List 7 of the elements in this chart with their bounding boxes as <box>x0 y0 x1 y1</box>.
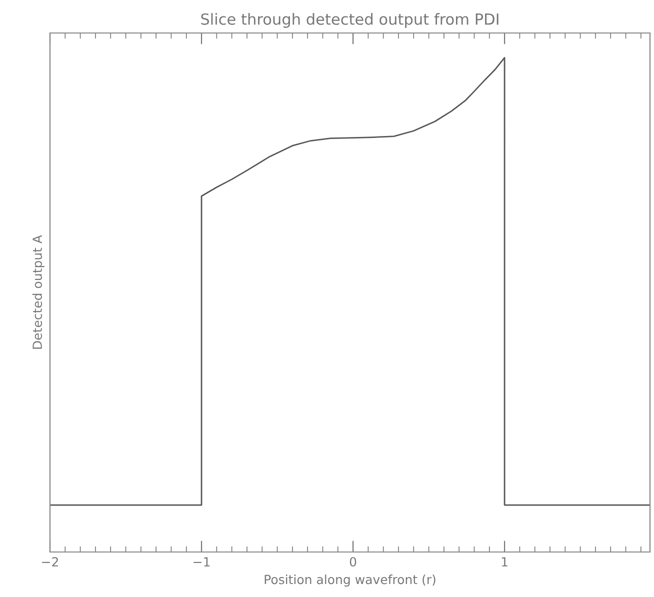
x-tick-label: 1 <box>502 557 508 566</box>
x-tick-label: 0 <box>350 557 356 567</box>
x-axis-title: Position along wavefront (r) <box>264 574 436 587</box>
x-tick-label: −2 <box>42 557 58 566</box>
x-tick-label: −1 <box>194 557 210 566</box>
y-axis-title: Detected output A <box>32 235 44 349</box>
chart-title: Slice through detected output from PDI <box>201 13 498 28</box>
